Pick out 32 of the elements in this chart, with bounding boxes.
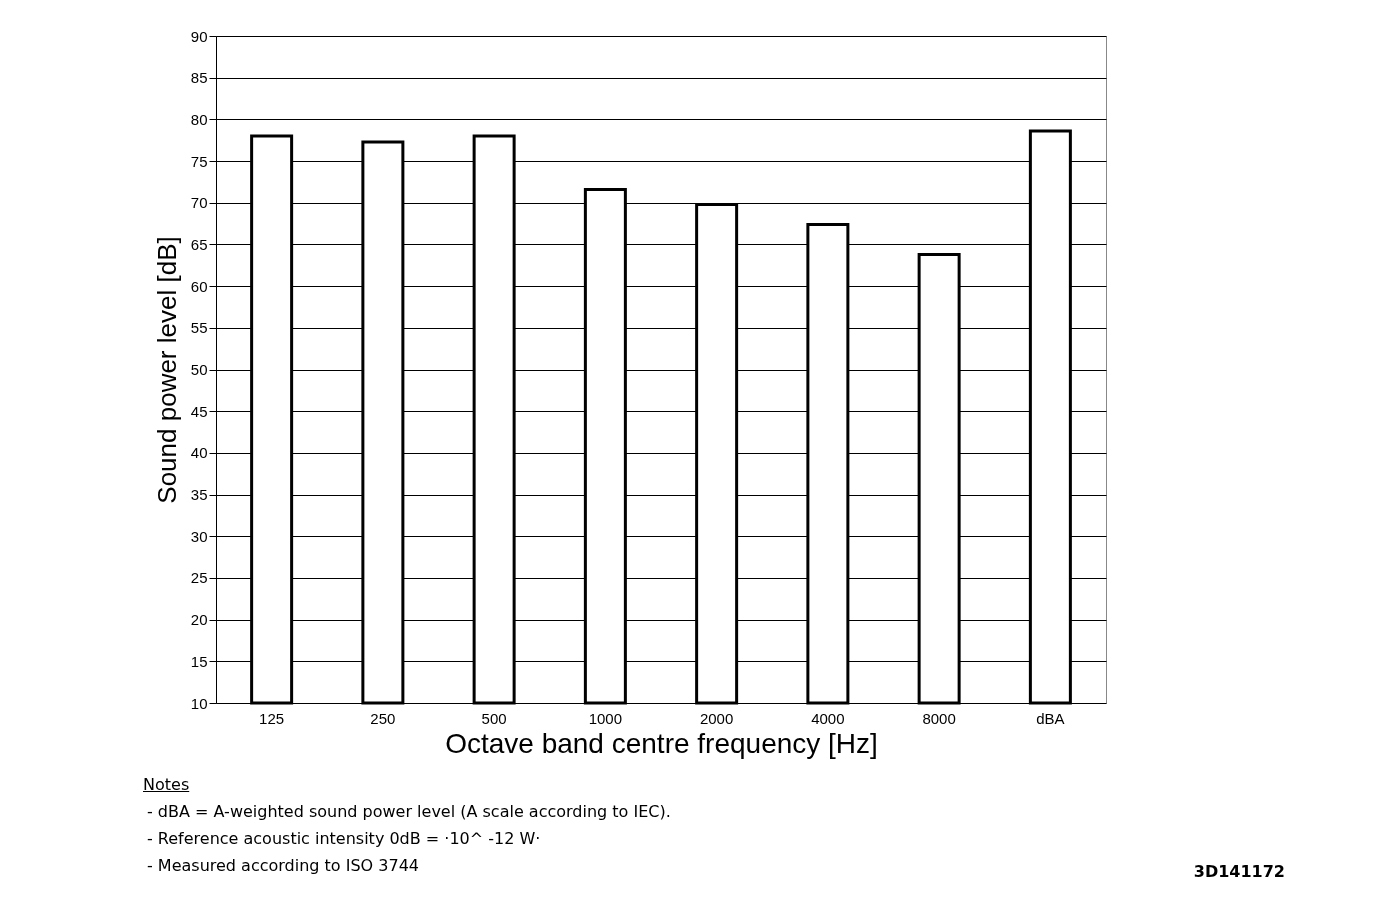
x-tick-label: 8000 (922, 709, 956, 727)
y-tick-label: 20 (190, 611, 208, 629)
x-tick-label: 2000 (699, 709, 734, 727)
y-axis-title: Sound power level [dB] (151, 236, 182, 504)
x-tick-label: 4000 (811, 709, 845, 727)
x-tick-label: 500 (481, 709, 507, 727)
y-tick-label: 15 (190, 652, 208, 670)
y-tick-label: 30 (190, 527, 208, 545)
y-tick-label: 70 (190, 194, 208, 212)
x-axis-title: Octave band centre frequency [Hz] (445, 727, 878, 759)
text: Notes (143, 775, 190, 794)
text: - Measured according to ISO 3744 (147, 856, 419, 875)
y-tick-label: 55 (190, 319, 208, 337)
y-tick-label: 10 (190, 694, 208, 712)
y-tick-label: 85 (190, 69, 208, 87)
y-tick-label: 90 (190, 27, 208, 45)
y-tick-label: 50 (190, 361, 208, 378)
y-tick-label: 75 (190, 152, 208, 170)
text: 3D141172 (1193, 862, 1285, 881)
y-tick-label: 80 (190, 110, 208, 128)
y-tick-label: 35 (190, 486, 208, 504)
y-tick-label: 25 (190, 569, 208, 587)
y-tick-label: 60 (190, 277, 208, 295)
y-tick-label: 65 (190, 235, 208, 253)
x-tick-label: 125 (259, 709, 285, 727)
x-tick-label: 1000 (588, 709, 623, 727)
text: - Reference acoustic intensity 0dB = ·10^ -12 W· (147, 829, 541, 848)
y-tick-label: 40 (190, 444, 208, 462)
text: - dBA = A-weighted sound power level (A scale according to IEC). (147, 802, 671, 821)
y-tick-label: 45 (190, 402, 208, 420)
x-tick-label: 250 (370, 709, 396, 727)
x-tick-label: dBA (1036, 709, 1065, 727)
